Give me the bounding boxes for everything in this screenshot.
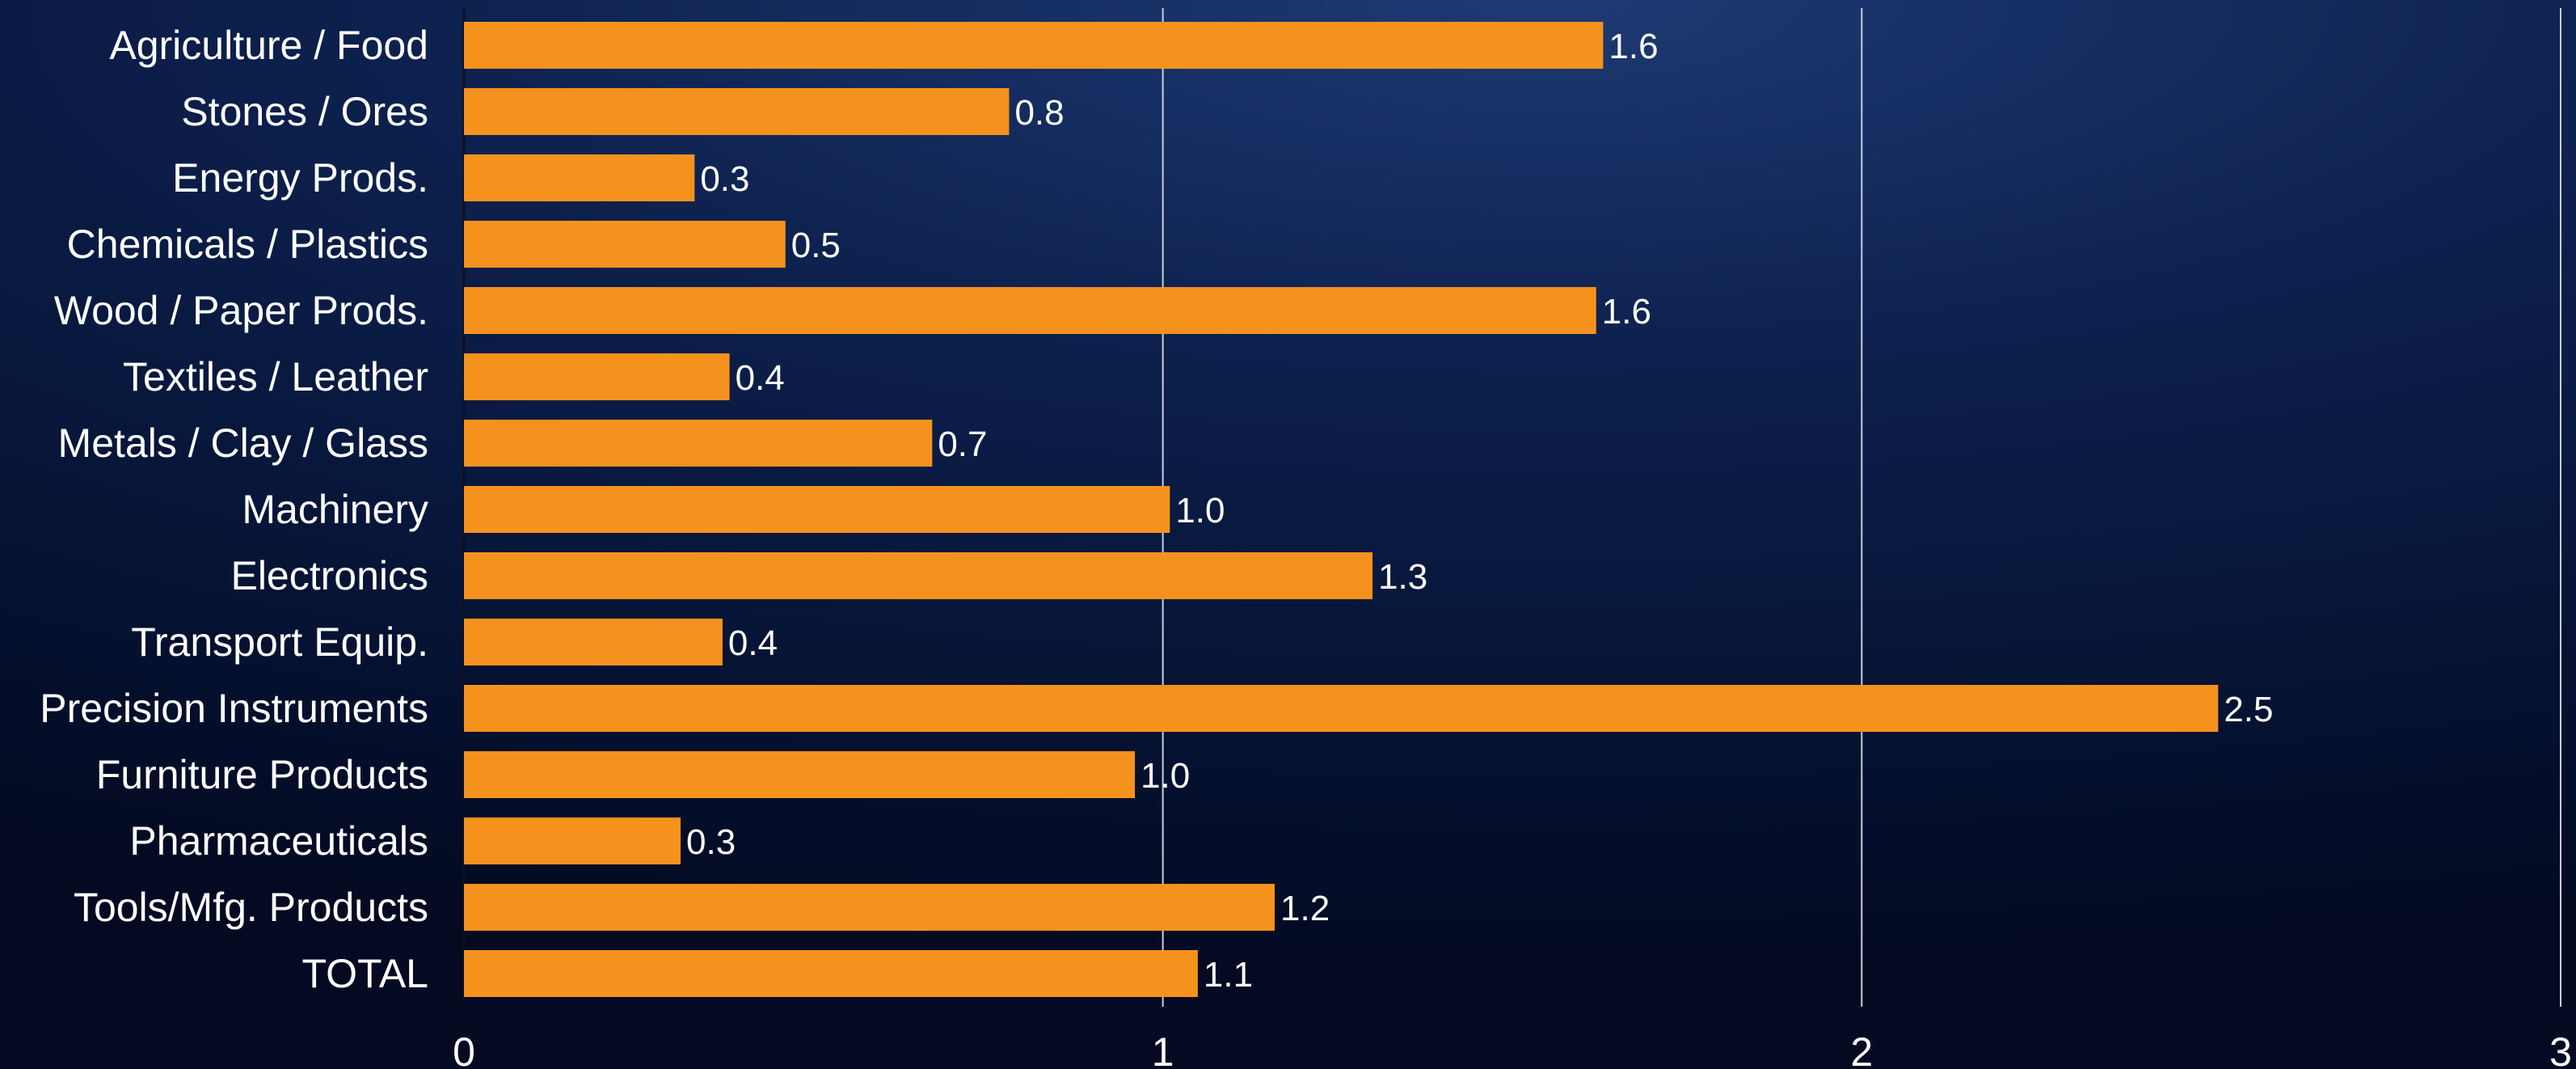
bar: [464, 685, 2219, 732]
x-tick-label: 2: [1850, 1029, 1873, 1069]
category-label: Stones / Ores: [181, 89, 428, 134]
category-label: Wood / Paper Prods.: [54, 288, 428, 333]
category-label: Chemicals / Plastics: [67, 222, 428, 267]
category-label: Energy Prods.: [172, 155, 428, 201]
category-label: Pharmaceuticals: [129, 818, 428, 864]
value-label-layer: 1.6 0.8 0.3 0.5 1.6 0.4 0.7 1.0 1.3 0.4 2.5 1.0 0.3 1…: [686, 27, 2273, 995]
bar: [464, 353, 730, 400]
bar: [464, 420, 933, 467]
bar-value-label: 1.0: [1175, 491, 1225, 530]
x-tick-label: 1: [1152, 1029, 1174, 1069]
x-tick-label: 3: [2549, 1029, 2572, 1069]
bar-value-label: 0.4: [736, 358, 785, 398]
bar-value-label: 0.3: [700, 159, 749, 199]
bar: [464, 221, 786, 268]
category-label: Textiles / Leather: [123, 354, 428, 399]
bar: [464, 751, 1136, 798]
category-label: Tools/Mfg. Products: [74, 885, 428, 930]
category-label: Transport Equip.: [131, 619, 428, 665]
x-tick-label: 0: [453, 1029, 475, 1069]
category-label: Precision Instruments: [40, 686, 428, 731]
bar-value-label: 1.6: [1602, 292, 1651, 332]
bar: [464, 22, 1604, 69]
bar: [464, 950, 1198, 997]
bar: [464, 818, 681, 864]
bar: [464, 88, 1010, 135]
bar-layer: [464, 22, 2219, 997]
tick-label-layer: 0 1 2 3: [453, 1029, 2572, 1069]
bar: [464, 154, 695, 201]
bar: [464, 287, 1596, 334]
bar-value-label: 2.5: [2224, 690, 2273, 729]
category-label: Agriculture / Food: [109, 23, 428, 68]
bar-value-label: 1.3: [1378, 557, 1427, 597]
bar-value-label: 1.1: [1204, 955, 1253, 995]
bar-value-label: 0.3: [686, 822, 736, 862]
bar-value-label: 0.7: [938, 425, 987, 464]
bar: [464, 486, 1170, 533]
category-label: Machinery: [242, 487, 428, 532]
bar-value-label: 0.5: [791, 226, 841, 265]
bar-value-label: 1.0: [1140, 756, 1190, 796]
bar: [464, 884, 1275, 931]
bar: [464, 552, 1373, 599]
category-label: Metals / Clay / Glass: [58, 420, 428, 466]
bar-value-label: 0.4: [728, 623, 778, 663]
category-label: TOTAL: [301, 951, 428, 996]
bar-value-label: 0.8: [1014, 93, 1064, 133]
bar-value-label: 1.6: [1608, 27, 1658, 66]
category-label: Furniture Products: [96, 752, 428, 797]
category-label: Electronics: [230, 553, 428, 598]
bar: [464, 619, 723, 665]
category-label-layer: Agriculture / Food Stones / Ores Energy Pr…: [40, 23, 428, 996]
bar-value-label: 1.2: [1280, 889, 1330, 928]
